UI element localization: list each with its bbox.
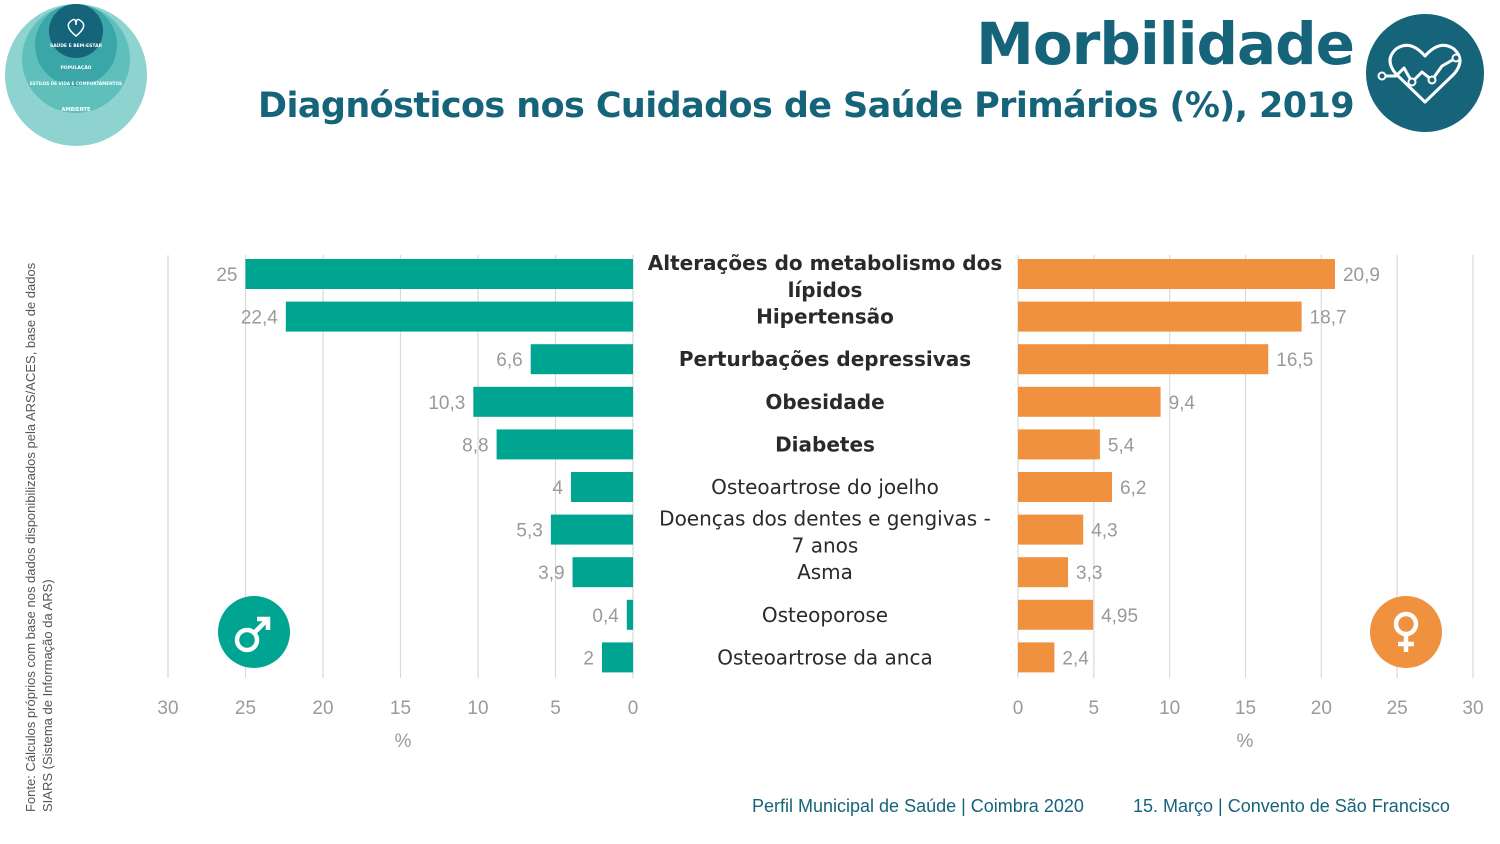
x-axis-label-right: % [1237, 731, 1254, 752]
page-title: Morbilidade [976, 10, 1355, 78]
value-label-female: 18,7 [1310, 308, 1347, 329]
value-label-female: 5,4 [1108, 435, 1135, 456]
value-label-male: 22,4 [241, 308, 278, 329]
value-label-male: 2 [583, 648, 594, 669]
logo-ring-inner [49, 4, 103, 58]
value-label-male: 5,3 [516, 521, 542, 542]
bar-female [1018, 514, 1084, 545]
bar-male [473, 386, 633, 417]
bar-male [285, 301, 633, 332]
x-tick-label-right: 25 [1387, 698, 1408, 719]
category-label: Diabetes [775, 432, 875, 456]
bar-female [1018, 259, 1335, 289]
bar-male [530, 344, 633, 375]
logo-ring-label-3: ESTILOS DE VIDA E COMPORTAMENTOS [30, 81, 122, 86]
x-tick-label-right: 5 [1089, 698, 1100, 719]
category-label: Hipertensão [756, 305, 894, 329]
value-label-female: 9,4 [1169, 393, 1196, 414]
value-label-male: 10,3 [428, 393, 465, 414]
value-label-male: 0,4 [592, 606, 619, 627]
bar-male [626, 599, 633, 630]
logo-heart-icon [67, 18, 85, 37]
health-determinants-logo: SAÚDE E BEM-ESTAR POPULAÇÃO ESTILOS DE V… [5, 4, 147, 146]
category-label: Osteoartrose do joelho [711, 475, 939, 499]
bar-female [1018, 557, 1069, 588]
bar-male [245, 259, 633, 289]
category-label: Perturbações depressivas [679, 347, 971, 371]
heart-pulse-icon [1366, 14, 1484, 132]
x-tick-label-right: 20 [1311, 698, 1332, 719]
footer-report-title: Perfil Municipal de Saúde | Coimbra 2020 [752, 796, 1084, 816]
category-label: Asma [797, 560, 853, 584]
value-label-female: 4,3 [1091, 521, 1117, 542]
bar-male [572, 557, 633, 588]
bar-male [496, 429, 633, 460]
x-tick-label-left: 0 [628, 698, 639, 719]
value-label-male: 3,9 [538, 563, 564, 584]
value-label-female: 4,95 [1101, 606, 1138, 627]
x-tick-label-right: 10 [1159, 698, 1180, 719]
category-label: Alterações do metabolismo dos lípidos [648, 251, 1003, 302]
footer-event: 15. Março | Convento de São Francisco [1133, 796, 1450, 816]
logo-ring-label-4: AMBIENTE [62, 107, 92, 113]
bar-male [550, 514, 633, 545]
logo-ring-label-1: SAÚDE E BEM-ESTAR [50, 42, 103, 49]
bar-female [1018, 472, 1113, 502]
category-label: Osteoporose [762, 603, 888, 627]
page-subtitle: Diagnósticos nos Cuidados de Saúde Primá… [258, 86, 1355, 126]
value-label-male: 25 [216, 265, 237, 286]
x-tick-label-left: 20 [312, 698, 333, 719]
bar-female [1018, 599, 1094, 630]
bars-layer [245, 259, 1335, 673]
labels-layer: 25 20,9 Alterações do metabolismo dos lípid… [216, 251, 1380, 669]
bar-female [1018, 386, 1161, 417]
bar-female [1018, 344, 1269, 375]
bar-female [1018, 429, 1100, 460]
x-tick-label-right: 15 [1235, 698, 1256, 719]
x-tick-label-right: 30 [1462, 698, 1483, 719]
x-tick-label-left: 5 [550, 698, 561, 719]
x-tick-label-left: 10 [467, 698, 488, 719]
male-symbol-icon [218, 596, 290, 668]
bar-female [1018, 642, 1055, 673]
bar-male [571, 472, 633, 502]
value-label-female: 16,5 [1276, 350, 1313, 371]
bar-female [1018, 301, 1302, 332]
value-label-female: 2,4 [1062, 648, 1089, 669]
x-tick-label-right: 0 [1013, 698, 1024, 719]
value-label-female: 6,2 [1120, 478, 1146, 499]
value-label-male: 6,6 [496, 350, 522, 371]
bar-male [602, 642, 633, 673]
female-symbol-icon [1370, 596, 1442, 668]
value-label-female: 3,3 [1076, 563, 1102, 584]
value-label-male: 4 [552, 478, 563, 499]
x-tick-label-left: 15 [390, 698, 411, 719]
logo-ring-label-2: POPULAÇÃO [60, 64, 91, 71]
x-tick-label-left: 30 [157, 698, 178, 719]
category-label: Doenças dos dentes e gengivas -7 anos [659, 507, 991, 558]
value-label-female: 20,9 [1343, 265, 1380, 286]
x-axis-label-left: % [395, 731, 412, 752]
category-label: Osteoartrose da anca [717, 645, 932, 669]
axis-layer: 0 0 5 5 10 10 15 15 20 20 25 25 30 30 [157, 698, 1483, 719]
value-label-male: 8,8 [462, 435, 488, 456]
category-label: Obesidade [765, 390, 884, 414]
x-tick-label-left: 25 [235, 698, 256, 719]
